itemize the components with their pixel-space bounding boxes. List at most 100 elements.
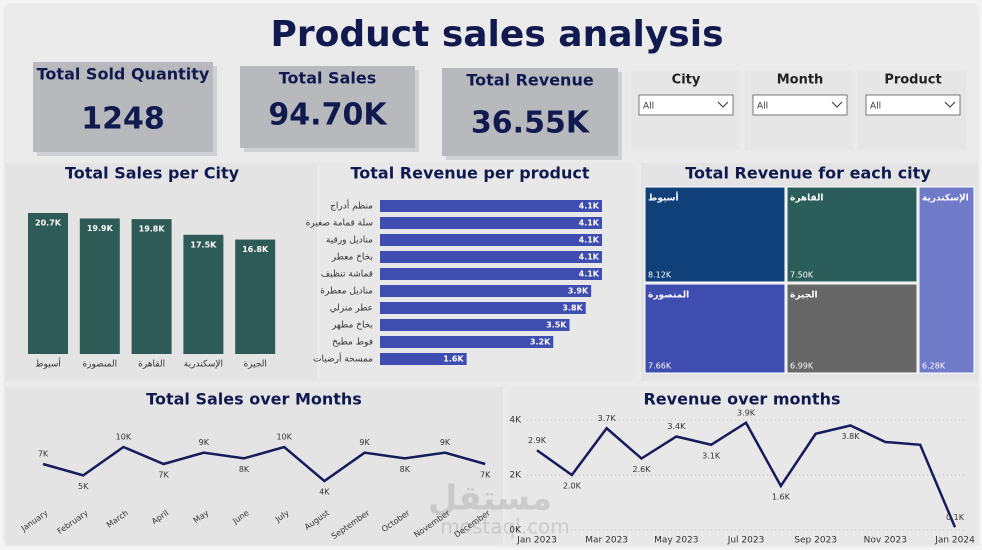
value-label: 2.6K — [633, 465, 652, 474]
line — [42, 445, 486, 483]
bar — [380, 336, 554, 348]
value-label: 2.9K — [528, 436, 547, 445]
category-label: عطر منزلي — [330, 304, 373, 314]
value-label: 5K — [78, 482, 89, 491]
bar — [380, 302, 586, 314]
value-label: 9K — [359, 438, 370, 447]
value-label: 7K — [158, 471, 169, 480]
value-label: 3.2K — [530, 338, 551, 347]
value-label: 4.1K — [579, 253, 600, 262]
value-label: 0.1K — [946, 513, 965, 522]
bar — [380, 268, 602, 280]
category-label: مناديل ورقية — [326, 236, 373, 246]
filter-value[interactable]: All — [870, 102, 881, 112]
kpi-card — [240, 66, 415, 148]
value-label: 3.9K — [737, 408, 756, 417]
watermark: مستقل — [428, 479, 552, 519]
value-label: 19.8K — [139, 225, 166, 234]
tile-label: الإسكندرية — [922, 194, 969, 204]
kpi-value: 1248 — [81, 102, 165, 137]
value-label: 1.6K — [443, 355, 464, 364]
watermark: mostaql.com — [440, 515, 570, 539]
y-tick-label: 0K — [509, 526, 522, 536]
x-tick-label: Sep 2023 — [794, 536, 837, 546]
dropdown-arrow[interactable] — [831, 101, 843, 108]
chart-title: Total Revenue for each city — [685, 164, 931, 183]
bar — [235, 239, 276, 354]
filter-label: City — [672, 73, 701, 88]
value-label: 4.1K — [579, 202, 600, 211]
category-label: فوط مطبخ — [332, 338, 373, 348]
category-label: أسيوط — [35, 358, 61, 370]
chart-title: Total Sales per City — [65, 164, 240, 183]
treemap-tile — [644, 186, 786, 283]
kpi-card — [33, 62, 213, 152]
bar — [79, 218, 120, 354]
value-label: 2.0K — [563, 482, 582, 491]
bar — [380, 353, 467, 365]
bar — [380, 234, 602, 246]
treemap-tile — [918, 186, 975, 374]
category-label: قماشة تنظيف — [321, 270, 373, 280]
panel — [506, 387, 979, 545]
category-label: مناديل معطرة — [320, 287, 373, 297]
value-label: 19.9K — [87, 224, 114, 233]
bar — [380, 217, 602, 229]
treemap-tile — [786, 186, 918, 283]
chart-title: Total Revenue per product — [350, 164, 589, 183]
value-label: 3.8K — [562, 304, 583, 313]
tile-value: 8.12K — [648, 271, 672, 280]
value-label: 4.1K — [579, 270, 600, 279]
x-tick-label: Nov 2023 — [864, 536, 907, 546]
value-label: 20.7K — [35, 219, 62, 228]
chart-title: Total Sales over Months — [146, 390, 362, 409]
category-label: المنصورة — [82, 360, 117, 370]
filter-value[interactable]: All — [643, 102, 654, 112]
x-tick-label: Jan 2024 — [934, 536, 975, 546]
treemap-tile — [786, 283, 918, 374]
filter-dropdown[interactable] — [752, 94, 848, 116]
tile-label: القاهرة — [790, 194, 823, 204]
value-label: 7K — [38, 450, 49, 459]
value-label: 10K — [276, 433, 292, 442]
filter-dropdown[interactable] — [638, 94, 734, 116]
bar — [380, 200, 602, 212]
bar — [380, 251, 602, 263]
x-tick-label: May 2023 — [654, 536, 698, 546]
tile-value: 6.28K — [922, 362, 946, 371]
filter-dropdown[interactable] — [865, 94, 961, 116]
kpi-card — [442, 68, 618, 156]
kpi-label: Total Sold Quantity — [37, 65, 210, 84]
value-label: 8K — [400, 465, 411, 474]
kpi-label: Total Sales — [279, 69, 376, 88]
value-label: 17.5K — [190, 240, 217, 249]
filter-value[interactable]: All — [757, 102, 768, 112]
category-label: الإسكندرية — [184, 360, 223, 370]
value-label: 3.8K — [842, 432, 861, 441]
bar — [380, 285, 592, 297]
y-tick-label: 2K — [509, 471, 522, 481]
line — [536, 420, 957, 528]
value-label: 3.9K — [568, 287, 589, 296]
value-label: 9K — [440, 438, 451, 447]
y-tick-label: 4K — [509, 416, 522, 426]
kpi-label: Total Revenue — [466, 71, 594, 90]
value-label: 10K — [116, 433, 132, 442]
dropdown-arrow[interactable] — [944, 101, 956, 108]
tile-label: أسيوط — [648, 192, 679, 204]
value-label: 7K — [480, 471, 491, 480]
dropdown-arrow[interactable] — [717, 101, 729, 108]
kpi-value: 36.55K — [471, 106, 591, 141]
bar — [183, 234, 224, 354]
value-label: 8K — [239, 465, 250, 474]
value-label: 1.6K — [772, 493, 791, 502]
value-label: 9K — [199, 438, 210, 447]
page-title: Product sales analysis — [270, 14, 723, 55]
x-tick-label: Mar 2023 — [585, 536, 628, 546]
value-label: 3.5K — [546, 321, 567, 330]
category-label: منظم أدراج — [330, 200, 373, 212]
tile-value: 7.66K — [648, 362, 672, 371]
x-tick-label: Jul 2023 — [727, 536, 765, 546]
category-label: الجيزة — [243, 360, 266, 370]
